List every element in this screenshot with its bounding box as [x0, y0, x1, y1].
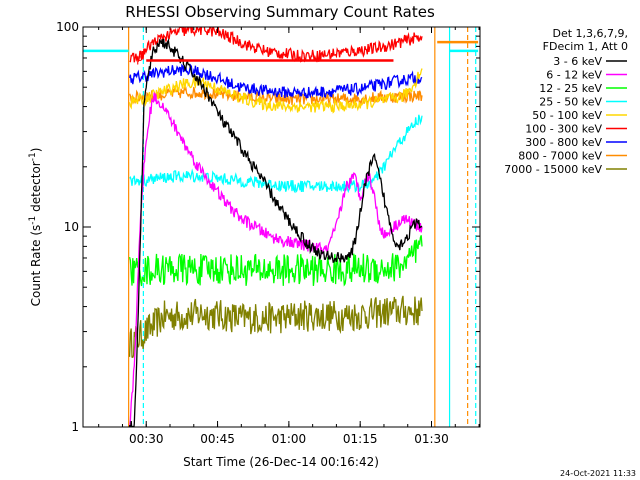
legend-entry-label: 25 - 50 keV	[539, 96, 602, 109]
axis-ticks: 00:30 00:45 01:00 01:15 01:30 1 10 100	[56, 20, 480, 446]
legend-entry-label: 7000 - 15000 keV	[504, 163, 602, 176]
timestamp-footer: 24-Oct-2021 11:33	[560, 469, 636, 478]
x-tick-label: 00:45	[200, 432, 235, 446]
legend-entry-label: 6 - 12 keV	[546, 69, 602, 82]
x-axis-label: Start Time (26-Dec-14 00:16:42)	[183, 455, 379, 469]
x-tick-label: 01:00	[272, 432, 307, 446]
legend-header-line-2: FDecim 1, Att 0	[543, 40, 628, 53]
y-axis-label: Count Rate (s-1 detector-1)	[28, 148, 43, 307]
series-line	[128, 92, 423, 427]
legend-entry-label: 12 - 25 keV	[539, 82, 602, 95]
legend-entry-label: 3 - 6 keV	[553, 55, 602, 68]
legend-entry-label: 300 - 800 keV	[525, 136, 602, 149]
series-line	[128, 38, 423, 427]
flag-label: F	[136, 54, 142, 67]
plot-content: F	[83, 27, 479, 427]
series-line	[129, 27, 423, 63]
legend-entry-label: 800 - 7000 keV	[518, 150, 602, 163]
y-tick-label: 100	[56, 20, 79, 34]
x-tick-label: 01:30	[414, 432, 449, 446]
series-line	[128, 68, 423, 114]
series-line	[129, 114, 423, 194]
legend-header-line-1: Det 1,3,6,7,9,	[552, 27, 628, 40]
legend-entry-label: 50 - 100 keV	[532, 109, 602, 122]
series-line	[128, 235, 423, 287]
plot-area: F	[83, 27, 479, 427]
x-tick-label: 00:30	[129, 432, 164, 446]
legend-entry-label: 100 - 300 keV	[525, 123, 602, 136]
legend: Det 1,3,6,7,9, FDecim 1, Att 0 3 - 6 keV…	[504, 27, 628, 176]
y-tick-label: 1	[71, 420, 79, 434]
x-tick-label: 01:15	[343, 432, 378, 446]
series-line	[128, 63, 423, 99]
y-tick-label: 10	[64, 220, 79, 234]
chart-title: RHESSI Observing Summary Count Rates	[125, 3, 435, 21]
series-line	[128, 295, 423, 359]
